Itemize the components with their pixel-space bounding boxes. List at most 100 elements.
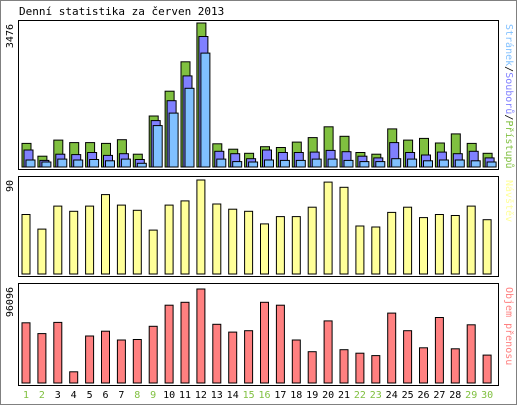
visits-bar xyxy=(196,179,206,275)
visits-bar xyxy=(148,229,158,275)
volume-bar xyxy=(228,331,238,384)
pages-bar xyxy=(216,158,227,168)
chart-title: Denní statistika za červen 2013 xyxy=(19,5,224,18)
pages-bar xyxy=(391,158,402,168)
pages-bar xyxy=(407,158,418,168)
pages-bar xyxy=(423,160,433,168)
day-label-30: 30 xyxy=(481,390,493,401)
pages-bar xyxy=(295,159,306,168)
volume-bar xyxy=(355,352,365,384)
legend-separator-2: / xyxy=(503,114,514,120)
visits-bar xyxy=(339,186,349,275)
visits-bar xyxy=(275,216,285,275)
pages-bar xyxy=(200,52,211,168)
pages-bar xyxy=(248,161,259,168)
visits-panel xyxy=(18,176,499,277)
pages-bar xyxy=(89,159,100,168)
visits-bar xyxy=(434,214,444,275)
pages-bar xyxy=(359,161,370,168)
volume-bar xyxy=(307,351,317,384)
day-label-19: 19 xyxy=(306,390,318,401)
day-label-14: 14 xyxy=(227,390,239,401)
legend-pages: Stránek xyxy=(503,24,515,66)
volume-bar xyxy=(466,324,476,384)
volume-bar xyxy=(21,322,31,384)
day-label-6: 6 xyxy=(102,390,108,401)
pages-bar xyxy=(454,159,465,168)
day-label-10: 10 xyxy=(163,390,175,401)
day-label-21: 21 xyxy=(338,390,350,401)
day-label-29: 29 xyxy=(465,390,477,401)
visits-bar xyxy=(419,217,428,275)
volume-bar xyxy=(37,333,47,384)
visits-bar xyxy=(291,216,301,275)
pages-bar xyxy=(136,162,147,168)
visits-bar xyxy=(21,214,31,275)
visits-bar xyxy=(164,204,174,275)
day-label-2: 2 xyxy=(39,390,45,401)
day-label-7: 7 xyxy=(118,390,124,401)
day-axis-labels: 1 2 3 4 5 6 7 8 9 10 11 12 13 14 15 16 17 18 19 20 21 22 23 24 2… xyxy=(23,390,493,401)
legend-visits: Návštěv xyxy=(503,180,515,222)
day-label-12: 12 xyxy=(195,390,207,401)
visits-bar xyxy=(387,211,397,275)
day-label-5: 5 xyxy=(87,390,93,401)
volume-bar xyxy=(53,321,63,384)
day-label-15: 15 xyxy=(243,390,255,401)
pages-bar xyxy=(232,161,243,168)
day-label-16: 16 xyxy=(258,390,270,401)
chart-marks xyxy=(21,22,497,384)
requests-legend: Stránek/Souborů/Přístupů xyxy=(503,24,515,169)
day-label-20: 20 xyxy=(322,390,334,401)
day-label-8: 8 xyxy=(134,390,140,401)
day-label-9: 9 xyxy=(150,390,156,401)
day-label-4: 4 xyxy=(71,390,77,401)
visits-ymax-label: 90 xyxy=(5,180,16,192)
legend-hits: Přístupů xyxy=(503,120,515,168)
volume-bar xyxy=(180,301,190,384)
day-label-17: 17 xyxy=(274,390,286,401)
pages-bar xyxy=(343,159,354,168)
day-label-26: 26 xyxy=(417,390,429,401)
pages-bar xyxy=(73,159,84,168)
volume-bar xyxy=(212,323,222,384)
volume-bar xyxy=(101,330,110,384)
volume-bar xyxy=(260,301,269,384)
volume-bar xyxy=(323,320,333,384)
pages-bar xyxy=(41,161,52,168)
pages-bar xyxy=(168,112,179,168)
volume-bar xyxy=(482,354,492,384)
pages-bar xyxy=(57,158,68,168)
volume-bar xyxy=(339,349,349,384)
visits-bar xyxy=(323,181,333,275)
volume-bar xyxy=(434,317,444,384)
visits-bar xyxy=(180,200,190,275)
visits-bar xyxy=(307,206,317,275)
pages-bar xyxy=(105,160,115,168)
pages-bar xyxy=(120,158,131,168)
volume-bar xyxy=(164,304,174,384)
volume-bar xyxy=(275,304,285,384)
visits-bar xyxy=(132,209,142,275)
visits-bar xyxy=(212,203,222,275)
pages-bar xyxy=(25,159,36,168)
visits-bar xyxy=(69,210,79,275)
day-label-23: 23 xyxy=(370,390,382,401)
day-label-27: 27 xyxy=(433,390,445,401)
volume-bar xyxy=(450,348,460,384)
volume-ymax-label: 96096 xyxy=(5,287,16,317)
visits-bar xyxy=(355,225,365,275)
pages-bar xyxy=(264,159,274,168)
visits-bar xyxy=(101,194,110,275)
legend-separator-1: / xyxy=(503,66,514,72)
day-label-11: 11 xyxy=(179,390,191,401)
day-label-25: 25 xyxy=(402,390,414,401)
requests-ymax-label: 3476 xyxy=(5,24,16,48)
pages-bar xyxy=(279,159,290,168)
day-label-22: 22 xyxy=(354,390,366,401)
visits-bar xyxy=(466,205,476,275)
pages-bar xyxy=(152,125,163,168)
visits-bar xyxy=(482,219,492,275)
requests-panel xyxy=(18,20,499,170)
pages-bar xyxy=(438,159,449,168)
